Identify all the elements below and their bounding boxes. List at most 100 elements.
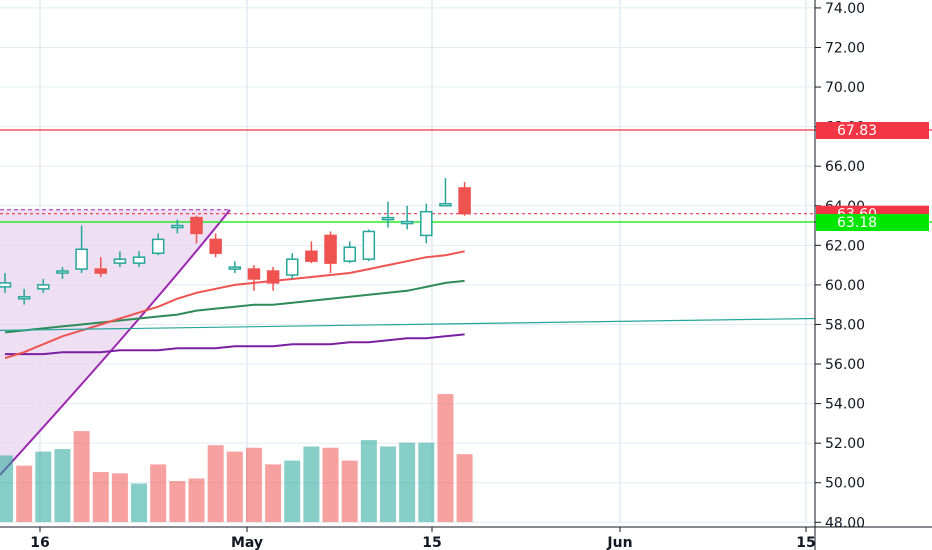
candle[interactable] bbox=[439, 178, 452, 207]
candle[interactable] bbox=[362, 229, 376, 262]
price-tick-label: 52.00 bbox=[825, 436, 865, 452]
tag-label: 63.18 bbox=[837, 215, 877, 231]
price-tick-label: 66.00 bbox=[825, 159, 865, 175]
volume-bar bbox=[360, 440, 377, 522]
volume-bar bbox=[322, 447, 339, 522]
candle-body bbox=[420, 210, 433, 237]
volume-bar bbox=[456, 454, 473, 522]
zone-fill bbox=[0, 209, 230, 476]
volume-bar bbox=[150, 464, 167, 522]
candle[interactable] bbox=[209, 233, 222, 258]
candlestick-series[interactable] bbox=[0, 178, 471, 305]
tag-label: 67.83 bbox=[837, 123, 877, 139]
price-tick-label: 50.00 bbox=[825, 476, 865, 492]
candle[interactable] bbox=[37, 278, 50, 293]
price-tick-label: 62.00 bbox=[825, 238, 865, 254]
candle-body bbox=[439, 203, 452, 207]
volume-bar bbox=[245, 447, 262, 522]
candle[interactable] bbox=[113, 251, 127, 268]
horizontal-levels[interactable] bbox=[0, 129, 932, 223]
candle-body bbox=[305, 250, 318, 262]
candle[interactable] bbox=[56, 267, 69, 279]
candle[interactable] bbox=[0, 273, 12, 293]
candle[interactable] bbox=[171, 219, 184, 234]
time-tick-label: 15 bbox=[796, 535, 815, 550]
candle-body bbox=[324, 234, 337, 264]
candle-body bbox=[17, 296, 31, 300]
candle[interactable] bbox=[400, 205, 414, 230]
volume-bar bbox=[73, 431, 90, 522]
candle-body bbox=[458, 187, 471, 215]
volume-bar bbox=[226, 451, 243, 522]
candle-body bbox=[190, 216, 203, 235]
candle[interactable] bbox=[381, 201, 395, 228]
volume-bar bbox=[341, 460, 358, 522]
zone-curve bbox=[0, 209, 231, 476]
candle[interactable] bbox=[343, 241, 356, 264]
volume-bar bbox=[380, 446, 396, 522]
price-axis[interactable]: 48.00 50.00 52.00 54.00 56.00 58.00 60.00 62.00… bbox=[814, 0, 865, 550]
price-tick-label: 54.00 bbox=[825, 397, 865, 413]
ma-slow-line bbox=[5, 333, 465, 356]
candle[interactable] bbox=[17, 288, 31, 305]
volume-bar bbox=[418, 442, 435, 522]
candle[interactable] bbox=[151, 233, 165, 256]
prediction-zone bbox=[0, 209, 231, 476]
candle[interactable] bbox=[324, 231, 337, 274]
volume-bar bbox=[265, 464, 282, 522]
volume-bar bbox=[54, 449, 71, 522]
volume-bars bbox=[0, 394, 473, 522]
price-tick-label: 74.00 bbox=[825, 1, 865, 17]
volume-bar bbox=[16, 465, 33, 522]
candle[interactable] bbox=[228, 261, 242, 274]
volume-bar bbox=[437, 394, 454, 522]
price-tick-label: 58.00 bbox=[825, 317, 865, 333]
candle-body bbox=[381, 216, 395, 221]
time-axis[interactable]: 16 May 15 Jun 15 bbox=[0, 526, 932, 550]
moving-averages bbox=[0, 250, 816, 360]
price-tick-label: 72.00 bbox=[825, 40, 865, 56]
price-tick-label: 56.00 bbox=[825, 357, 865, 373]
candle-body bbox=[113, 258, 127, 264]
candle-body bbox=[75, 248, 88, 270]
volume-bar bbox=[303, 446, 320, 522]
candle-body bbox=[37, 284, 50, 290]
volume-bar bbox=[0, 455, 13, 522]
candle-body bbox=[286, 258, 299, 276]
candle[interactable] bbox=[132, 251, 146, 268]
volume-bar bbox=[35, 451, 52, 522]
price-tick-label: 48.00 bbox=[825, 515, 865, 531]
candle-body bbox=[400, 220, 414, 225]
support-tag: 63.18 bbox=[816, 213, 929, 231]
volume-bar bbox=[131, 483, 148, 522]
candle-body bbox=[94, 268, 107, 274]
volume-bar bbox=[207, 445, 224, 522]
candle[interactable] bbox=[190, 215, 203, 244]
candle[interactable] bbox=[94, 257, 107, 277]
candle-body bbox=[151, 238, 165, 254]
candle-body bbox=[171, 224, 184, 229]
candle-body bbox=[56, 270, 69, 274]
candle[interactable] bbox=[286, 253, 299, 279]
candle[interactable] bbox=[247, 265, 261, 291]
price-tick-label: 60.00 bbox=[825, 278, 865, 294]
volume-bar bbox=[284, 460, 301, 522]
time-tick-label: May bbox=[231, 535, 263, 550]
volume-bar bbox=[92, 472, 109, 522]
ma-mid-line bbox=[4, 279, 465, 334]
candle[interactable] bbox=[458, 182, 471, 216]
candle[interactable] bbox=[75, 225, 88, 274]
tag-background bbox=[816, 121, 929, 139]
candle-body bbox=[343, 246, 356, 262]
candle[interactable] bbox=[266, 267, 280, 291]
time-tick-label: 15 bbox=[422, 535, 441, 550]
grid-lines bbox=[0, 0, 815, 523]
candle[interactable] bbox=[420, 203, 433, 244]
candle-body bbox=[228, 266, 242, 270]
candle[interactable] bbox=[305, 241, 318, 264]
volume-bar bbox=[399, 442, 416, 522]
volume-bar bbox=[169, 481, 186, 522]
